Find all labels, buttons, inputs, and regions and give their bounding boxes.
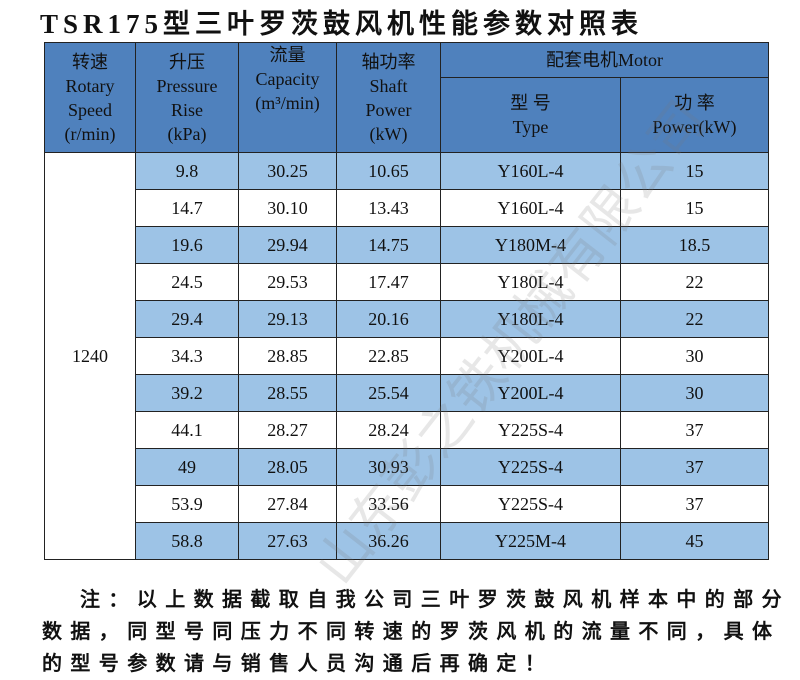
header-line: 转速 (72, 51, 108, 72)
table-cell: 37 (620, 448, 769, 486)
table-cell: Y200L-4 (440, 337, 621, 375)
header-line: 型 号 (510, 93, 551, 113)
table-cell: 37 (620, 411, 769, 449)
header-line: Type (512, 117, 549, 137)
table-cell: 30 (620, 374, 769, 412)
table-row: 39.2 28.55 25.54 Y200L-4 30 (45, 374, 769, 412)
table-cell: 19.6 (135, 226, 239, 264)
table-row: 49 28.05 30.93 Y225S-4 37 (45, 448, 769, 486)
table-row: 24.5 29.53 17.47 Y180L-4 22 (45, 263, 769, 301)
table-cell: 17.47 (336, 263, 441, 301)
header-line: (m³/min) (255, 93, 320, 113)
table-cell: Y160L-4 (440, 152, 621, 190)
header-line: (r/min) (64, 123, 116, 144)
table-cell: 24.5 (135, 263, 239, 301)
table-cell: 22 (620, 300, 769, 338)
table-cell: 37 (620, 485, 769, 523)
table-cell: 29.13 (238, 300, 337, 338)
table-cell: 22.85 (336, 337, 441, 375)
table-row: 53.9 27.84 33.56 Y225S-4 37 (45, 485, 769, 523)
table-cell: 30.25 (238, 152, 337, 190)
table-cell: Y160L-4 (440, 189, 621, 227)
table-cell: Y180L-4 (440, 263, 621, 301)
table-cell: 28.85 (238, 337, 337, 375)
speed-cell: 1240 (44, 152, 136, 560)
table-cell: 30.93 (336, 448, 441, 486)
table-cell: 27.84 (238, 485, 337, 523)
table-cell: Y225S-4 (440, 411, 621, 449)
table-cell: 28.05 (238, 448, 337, 486)
table-cell: Y180L-4 (440, 300, 621, 338)
table-cell: 58.8 (135, 522, 239, 560)
table-cell: Y200L-4 (440, 374, 621, 412)
table-cell: 44.1 (135, 411, 239, 449)
table-row: 58.8 27.63 36.26 Y225M-4 45 (45, 522, 769, 560)
table-cell: 29.53 (238, 263, 337, 301)
header-line: 轴功率 (361, 51, 416, 72)
header-cell: 功 率 Power(kW) (620, 77, 769, 153)
table-cell: Y225M-4 (440, 522, 621, 560)
table-cell: 27.63 (238, 522, 337, 560)
header-line: Shaft (369, 75, 408, 96)
table-cell: 10.65 (336, 152, 441, 190)
header-cell: 配套电机Motor (440, 42, 769, 78)
table-cell: 15 (620, 152, 769, 190)
performance-table: 转速 Rotary Speed (r/min) 升压 Pressure Rise (kPa)… (44, 42, 769, 560)
header-line: Speed (68, 99, 112, 120)
header-line: Pressure (156, 75, 218, 96)
table-cell: 33.56 (336, 485, 441, 523)
table-cell: 14.7 (135, 189, 239, 227)
note-line: 的型号参数请与销售人员沟通后再确定！ (42, 651, 554, 675)
table-cell: 25.54 (336, 374, 441, 412)
table-cell: 15 (620, 189, 769, 227)
note-line: 数据，同型号同压力不同转速的罗茨风机的流量不同，具体 (42, 619, 781, 643)
table-cell: 29.4 (135, 300, 239, 338)
table-row: 34.3 28.85 22.85 Y200L-4 30 (45, 337, 769, 375)
table-row: 19.6 29.94 14.75 Y180M-4 18.5 (45, 226, 769, 264)
header-line: Rise (170, 99, 203, 120)
table-cell: 22 (620, 263, 769, 301)
header-line: Capacity (255, 69, 320, 89)
header-line: 功 率 (674, 93, 715, 113)
header-cell: 轴功率 Shaft Power (kW) (336, 42, 441, 153)
table-cell: 13.43 (336, 189, 441, 227)
table-cell: 34.3 (135, 337, 239, 375)
table-cell: 14.75 (336, 226, 441, 264)
table-cell: 9.8 (135, 152, 239, 190)
table-cell: 29.94 (238, 226, 337, 264)
header-line: (kPa) (167, 123, 207, 144)
table-cell: 28.27 (238, 411, 337, 449)
header-cell: 型 号 Type (440, 77, 621, 153)
header-cell: 流量 Capacity (m³/min) (238, 42, 337, 153)
table-row: 1240 9.8 30.25 10.65 Y160L-4 15 (44, 152, 769, 560)
table-row: 29.4 29.13 20.16 Y180L-4 22 (45, 300, 769, 338)
header-line: 流量 (269, 45, 306, 65)
header-cell: 升压 Pressure Rise (kPa) (135, 42, 239, 153)
title: TSR175型三叶罗茨鼓风机性能参数对照表 (40, 9, 644, 39)
header-line: Power (365, 99, 412, 120)
header-line: Rotary (65, 75, 115, 96)
table-cell: 45 (620, 522, 769, 560)
table-row: 44.1 28.27 28.24 Y225S-4 37 (45, 411, 769, 449)
table-cell: 28.55 (238, 374, 337, 412)
table-cell: 39.2 (135, 374, 239, 412)
table-cell: 36.26 (336, 522, 441, 560)
table-cell: 30 (620, 337, 769, 375)
note-line: 注：以上数据截取自我公司三叶罗茨鼓风机样本中的部分 (80, 587, 790, 611)
table-row: 14.7 30.10 13.43 Y160L-4 15 (45, 189, 769, 227)
header-line: Power(kW) (652, 117, 737, 137)
table-cell: Y225S-4 (440, 485, 621, 523)
table-cell: 49 (135, 448, 239, 486)
header-cell: 转速 Rotary Speed (r/min) (44, 42, 136, 153)
header-line: (kW) (369, 123, 408, 144)
table-cell: 53.9 (135, 485, 239, 523)
table-cell: Y225S-4 (440, 448, 621, 486)
header-line: 升压 (169, 51, 205, 72)
table-cell: 18.5 (620, 226, 769, 264)
table-cell: 30.10 (238, 189, 337, 227)
table-cell: 20.16 (336, 300, 441, 338)
table-cell: 28.24 (336, 411, 441, 449)
table-cell: Y180M-4 (440, 226, 621, 264)
